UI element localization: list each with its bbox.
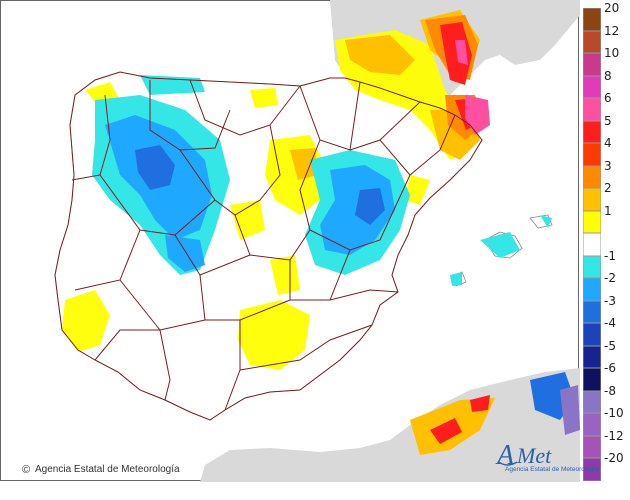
legend-label: -20 [604,451,624,465]
legend-label: 12 [604,23,620,38]
legend-swatch [583,300,601,323]
legend-label: 5 [604,113,612,128]
legend-swatch [583,98,601,121]
legend-label: 20 [604,1,620,15]
legend-label: 4 [604,136,612,150]
legend-swatch [583,323,601,346]
legend-label: 8 [604,68,612,83]
legend-label: -12 [604,428,624,443]
legend-swatch [583,53,601,76]
anomaly-map[interactable] [0,0,580,482]
legend-swatch [583,413,601,436]
legend-label: 10 [604,46,620,60]
legend-swatch [583,458,601,481]
legend-label: 3 [604,158,612,173]
legend-swatch [583,75,601,98]
map-svg [0,0,580,482]
legend-label: -6 [604,361,616,375]
legend-swatch [583,165,601,188]
legend-swatch [583,435,601,458]
aemet-logo-graphic: A Met [495,440,552,471]
legend-swatch [583,210,601,233]
legend-label: -8 [604,383,616,398]
legend-label: -1 [604,248,616,263]
legend-swatch [583,368,601,391]
legend-swatch [583,390,601,413]
legend-swatch [583,188,601,211]
credit-text: Agencia Estatal de Meteorología [35,464,180,475]
aemet-logo: A Met [493,436,577,478]
province-borders [54,71,483,421]
anomaly-negative-5 [560,385,580,435]
legend-swatch [583,255,601,278]
legend-label: -3 [604,293,616,308]
legend-label: -10 [604,406,624,420]
legend-swatch [583,278,601,301]
legend-label: -4 [604,316,616,330]
copyright-icon: © [22,464,31,476]
legend-label: 6 [604,91,612,105]
legend-swatch [583,8,601,31]
legend-swatch [583,120,601,143]
legend-swatch [583,143,601,166]
legend-swatch [583,233,601,256]
legend-label: 2 [604,181,612,195]
legend-label: -2 [604,271,616,285]
color-legend: 20 12 10 8 6 5 4 3 2 1 -1 -2 -3 -4 -5 -6 -8 -10 -12 -20 [583,2,630,483]
legend-swatch [583,30,601,53]
legend-swatch [583,345,601,368]
anomaly-positive-6 [455,40,490,135]
legend-label: 1 [604,203,612,218]
logo-word-met: Met [516,443,552,468]
legend-label: -5 [604,338,616,353]
logo-subtitle: Agencia Estatal de Meteorología [505,466,599,473]
